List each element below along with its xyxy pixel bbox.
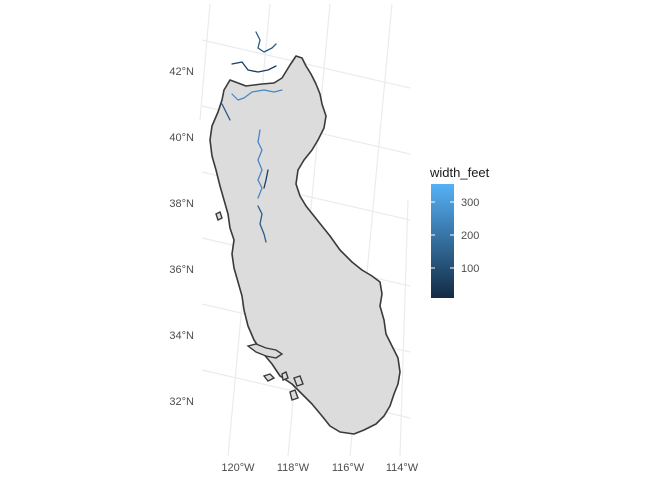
lat-label-38: 38°N [169,198,194,210]
island-small-5 [215,211,223,221]
lon-label-120: 120°W [221,462,255,474]
island-catalina [246,343,284,359]
rivers [221,31,283,243]
legend: width_feet 300 200 100 [429,165,490,298]
island-small-4 [289,389,299,401]
river-trinity [221,103,231,121]
lat-line-42 [201,39,411,89]
island-small-2 [281,371,289,381]
longitude-labels: 120°W 118°W 116°W 114°W [221,462,418,474]
latitude-labels: 42°N 40°N 38°N 36°N 34°N 32°N [169,66,194,408]
legend-label-200: 200 [461,230,479,242]
river-upper-sac [231,89,283,101]
california-landmass [209,55,401,435]
legend-colorbar [431,184,454,298]
lon-line-122 [199,3,211,121]
legend-title: width_feet [429,165,490,180]
lon-label-116: 116°W [332,462,365,474]
river-klamath-upper [255,31,277,53]
lat-label-36: 36°N [169,264,194,276]
lat-label-40: 40°N [169,132,194,144]
island-small-1 [262,373,276,382]
legend-label-100: 100 [461,263,479,275]
river-feather [263,169,269,189]
river-sacramento [257,129,263,199]
legend-label-300: 300 [461,197,479,209]
lat-label-42: 42°N [169,66,194,78]
river-san-joaquin [257,205,267,243]
lon-label-114: 114°W [386,462,419,474]
lat-label-32: 32°N [169,396,194,408]
lon-label-118: 118°W [277,462,310,474]
island-small-3 [293,375,304,387]
lat-label-34: 34°N [169,330,194,342]
river-klamath [231,61,277,73]
lon-line-114 [399,199,409,457]
